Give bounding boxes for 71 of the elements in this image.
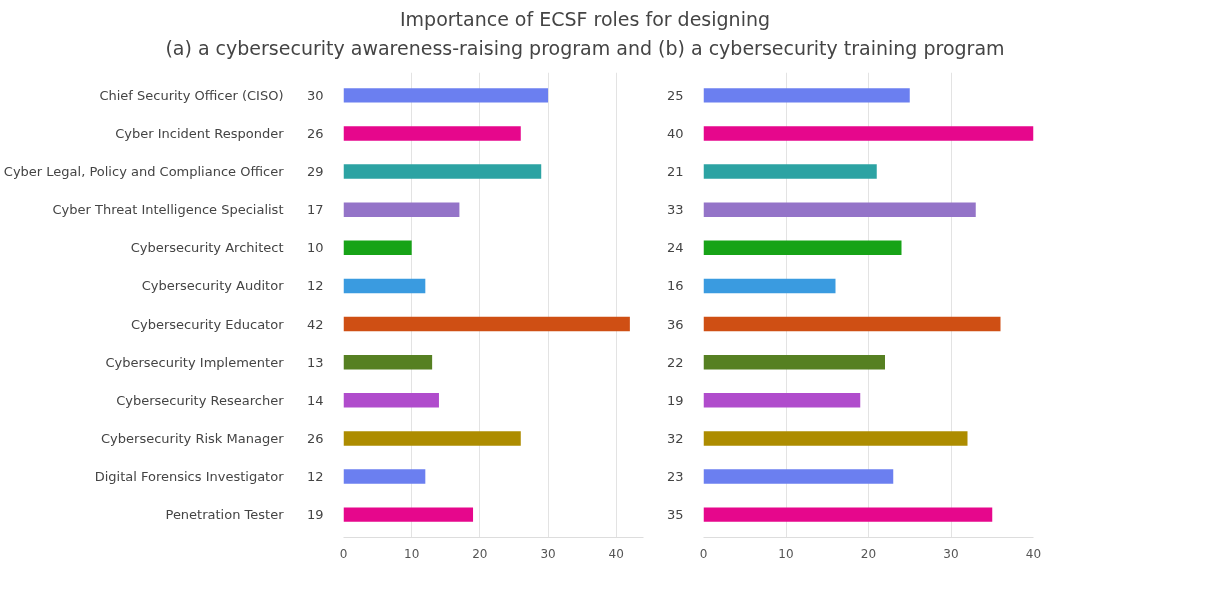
x-tick-label: 40 — [1025, 546, 1042, 561]
y-tick-label: Cybersecurity Implementer — [105, 354, 285, 370]
data-label: 13 — [306, 354, 324, 370]
data-label: 12 — [306, 469, 324, 485]
data-label: 25 — [666, 87, 684, 103]
bar — [343, 507, 474, 522]
y-tick-label: Digital Forensics Investigator — [94, 469, 285, 485]
data-label: 10 — [306, 240, 324, 256]
data-label: 19 — [306, 507, 324, 523]
bar — [343, 126, 521, 141]
bar — [343, 354, 433, 370]
x-tick-label: 20 — [860, 546, 877, 561]
bar — [703, 316, 1001, 332]
bar — [703, 393, 861, 408]
bar — [703, 278, 836, 294]
bar — [343, 164, 542, 179]
bar — [343, 316, 630, 332]
x-tick-label: 30 — [943, 546, 959, 561]
y-tick-label: Chief Security Officer (CISO) — [99, 87, 284, 103]
y-tick-label: Cybersecurity Auditor — [141, 278, 285, 294]
bar — [343, 88, 549, 103]
bar — [703, 202, 976, 217]
data-label: 22 — [666, 354, 684, 370]
x-tick-label: 0 — [339, 546, 348, 561]
x-tick-label: 10 — [778, 546, 794, 561]
bar — [343, 393, 439, 408]
data-label: 26 — [306, 430, 324, 446]
bar — [703, 507, 993, 522]
bar — [343, 278, 426, 294]
y-tick-label: Cyber Threat Intelligence Specialist — [52, 202, 284, 218]
x-tick-label: 30 — [540, 546, 556, 561]
data-label: 40 — [666, 125, 684, 141]
bar — [703, 469, 894, 484]
x-tick-label: 20 — [472, 546, 488, 561]
bar — [343, 431, 521, 446]
y-tick-label: Penetration Tester — [165, 507, 285, 523]
y-tick-label: Cybersecurity Researcher — [116, 392, 285, 408]
bar — [343, 469, 426, 484]
data-label: 16 — [666, 278, 684, 294]
data-label: 36 — [666, 316, 684, 332]
y-tick-label: Cybersecurity Risk Manager — [101, 430, 285, 446]
x-tick-label: 0 — [699, 546, 708, 561]
y-tick-label: Cyber Incident Responder — [115, 125, 285, 141]
bar — [703, 126, 1034, 141]
data-label: 29 — [306, 164, 324, 180]
bar — [343, 240, 412, 256]
bar — [703, 88, 910, 103]
y-tick-label: Cyber Legal, Policy and Compliance Officer — [3, 164, 285, 180]
y-tick-label: Cybersecurity Architect — [130, 240, 284, 256]
data-label: 26 — [306, 125, 324, 141]
data-label: 14 — [306, 392, 324, 408]
data-label: 42 — [306, 316, 324, 332]
bar — [703, 240, 902, 256]
x-tick-label: 40 — [608, 546, 624, 561]
data-label: 12 — [306, 278, 324, 294]
data-label: 30 — [306, 87, 324, 103]
data-label: 21 — [666, 164, 684, 180]
data-label: 35 — [666, 507, 684, 523]
bar — [703, 354, 885, 370]
chart-title: Importance of ECSF roles for designing (a) a cybersecurity awareness-raising program and (b) a cybersecurity training program — [165, 7, 1005, 61]
x-tick-label: 10 — [404, 546, 420, 561]
data-label: 17 — [306, 202, 324, 218]
bar — [703, 431, 968, 446]
data-label: 19 — [666, 392, 684, 408]
data-label: 24 — [666, 240, 684, 256]
data-label: 23 — [666, 469, 684, 485]
data-label: 32 — [666, 430, 684, 446]
data-label: 33 — [666, 202, 684, 218]
bar — [703, 164, 877, 179]
y-tick-label: Cybersecurity Educator — [130, 316, 285, 332]
bar — [343, 202, 460, 217]
